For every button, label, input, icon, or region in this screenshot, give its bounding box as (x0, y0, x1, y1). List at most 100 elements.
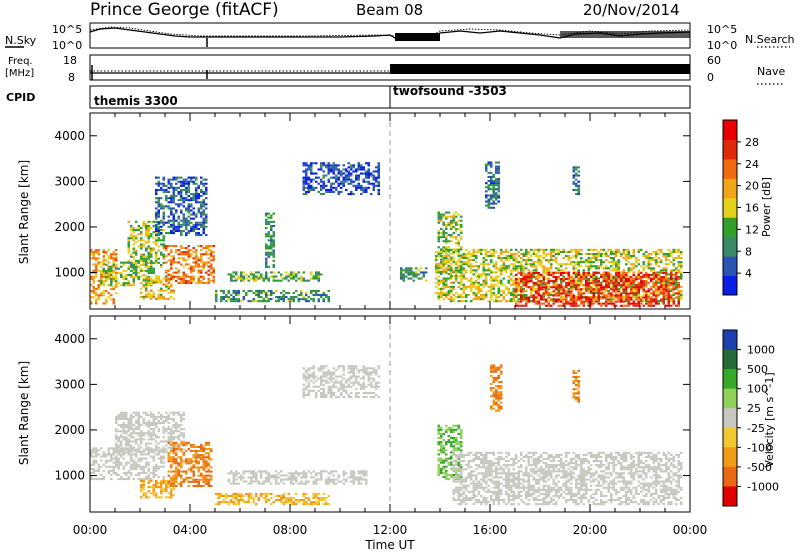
echo-cell (622, 300, 625, 303)
echo-cell (605, 284, 608, 287)
echo-cell (587, 302, 590, 305)
echo-cell (242, 298, 245, 301)
echo-cell (170, 223, 173, 226)
echo-cell (472, 273, 475, 276)
echo-cell (290, 298, 293, 301)
echo-cell (612, 284, 615, 287)
echo-cell (532, 273, 535, 276)
echo-cell (332, 162, 335, 165)
echo-cell (300, 275, 303, 278)
echo-cell (270, 271, 273, 274)
echo-cell (157, 245, 160, 248)
echo-cell (627, 286, 630, 289)
echo-cell (615, 252, 618, 255)
echo-cell (182, 443, 185, 446)
echo-cell (92, 269, 95, 272)
echo-cell (450, 291, 453, 294)
echo-cell (180, 203, 183, 206)
echo-cell (130, 446, 133, 449)
echo-cell (162, 422, 165, 425)
echo-cell (155, 473, 158, 476)
echo-cell (170, 277, 173, 280)
echo-cell (210, 474, 213, 477)
echo-cell (130, 235, 133, 238)
echo-cell (347, 176, 350, 179)
echo-cell (120, 476, 123, 479)
echo-cell (175, 466, 178, 469)
echo-cell (90, 275, 93, 278)
echo-cell (270, 253, 273, 256)
echo-cell (157, 225, 160, 228)
echo-cell (490, 285, 493, 288)
echo-cell (110, 271, 113, 274)
echo-cell (185, 478, 188, 481)
echo-cell (150, 267, 153, 270)
echo-cell (175, 176, 178, 179)
echo-cell (162, 426, 165, 429)
echo-cell (532, 296, 535, 299)
echo-cell (107, 278, 110, 281)
echo-cell (177, 424, 180, 427)
echo-cell (415, 273, 418, 276)
echo-cell (302, 279, 305, 282)
echo-cell (647, 277, 650, 280)
echo-cell (95, 273, 98, 276)
echo-cell (127, 259, 130, 262)
echo-cell (215, 298, 218, 301)
noise-left-tick-bottom: 10^0 (52, 39, 82, 52)
echo-cell (172, 456, 175, 459)
echo-cell (527, 271, 530, 274)
echo-cell (537, 284, 540, 287)
echo-cell (142, 467, 145, 470)
echo-cell (150, 478, 153, 481)
echo-cell (662, 281, 665, 284)
echo-cell (355, 170, 358, 173)
echo-cell (552, 286, 555, 289)
echo-cell (600, 298, 603, 301)
echo-cell (585, 261, 588, 264)
echo-cell (345, 188, 348, 191)
echo-cell (675, 283, 678, 286)
echo-cell (167, 180, 170, 183)
echo-cell (150, 455, 153, 458)
echo-cell (187, 188, 190, 191)
echo-cell (627, 300, 630, 303)
echo-cell (272, 220, 275, 223)
nave-label: Nave (757, 65, 785, 78)
echo-cell (587, 282, 590, 285)
echo-cell (495, 196, 498, 199)
echo-cell (172, 221, 175, 224)
echo-cell (590, 276, 593, 279)
echo-cell (202, 221, 205, 224)
echo-cell (117, 467, 120, 470)
echo-cell (122, 263, 125, 266)
echo-cell (130, 422, 133, 425)
echo-cell (120, 455, 123, 458)
echo-cell (577, 180, 580, 183)
echo-cell (662, 285, 665, 288)
echo-cell (320, 184, 323, 187)
echo-cell (445, 296, 448, 299)
echo-cell (332, 190, 335, 193)
echo-cell (232, 300, 235, 303)
echo-cell (200, 269, 203, 272)
echo-cell (157, 227, 160, 230)
echo-cell (665, 281, 668, 284)
echo-cell (617, 276, 620, 279)
echo-cell (152, 469, 155, 472)
echo-cell (135, 432, 138, 435)
echo-cell (487, 269, 490, 272)
echo-cell (590, 291, 593, 294)
echo-cell (115, 430, 118, 433)
echo-cell (147, 239, 150, 242)
echo-cell (152, 422, 155, 425)
echo-cell (152, 224, 155, 227)
echo-cell (525, 248, 528, 251)
echo-cell (547, 273, 550, 276)
echo-cell (677, 300, 680, 303)
echo-cell (240, 275, 243, 278)
echo-cell (455, 223, 458, 226)
echo-cell (520, 273, 523, 276)
echo-cell (537, 273, 540, 276)
echo-cell (560, 269, 563, 272)
